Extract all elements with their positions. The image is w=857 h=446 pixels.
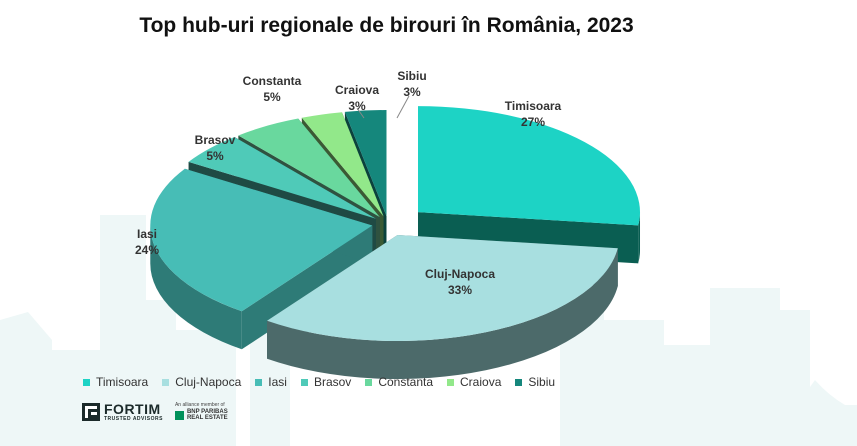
legend-swatch (365, 378, 373, 386)
pie-slice-craiova (301, 112, 384, 217)
legend-item-craiova: Craiova (447, 375, 501, 389)
leader-line-sibiu (396, 95, 410, 119)
legend-swatch (83, 378, 90, 386)
chart-legend: Timisoara Cluj-Napoca Iasi Brasov Constanta C… (83, 375, 569, 389)
footer-logos: FORTIM TRUSTED ADVISORS An alliance memb… (82, 402, 228, 422)
legend-swatch (447, 378, 455, 386)
legend-swatch (300, 378, 308, 386)
legend-item-sibiu: Sibiu (515, 375, 555, 389)
legend-label: Cluj-Napoca (175, 375, 242, 389)
brand-tagline: TRUSTED ADVISORS (104, 416, 163, 422)
legend-item-timisoara: Timisoara (83, 375, 148, 389)
fortim-logo-icon (82, 403, 100, 421)
brand-name: FORTIM (104, 401, 161, 417)
slice-label-cluj-napoca: Cluj-Napoca 33% (425, 267, 495, 297)
leader-line-craiova (356, 107, 365, 119)
alliance-text: An alliance member of (174, 401, 225, 408)
legend-label: Iasi (268, 375, 287, 389)
legend-label: Brasov (313, 375, 352, 389)
slice-label-brasov: Brasov 5% (195, 133, 236, 163)
slice-label-constanta: Constanta 5% (243, 74, 302, 104)
pie-slice-timisoara (418, 106, 641, 226)
pie-slice-constanta (238, 118, 380, 218)
bnp-paribas-logo-icon (174, 410, 184, 420)
slice-label-timisoara: Timisoara 27% (505, 99, 562, 129)
pie-slice-sibiu (344, 110, 387, 217)
partner-name-line1: BNP PARIBAS (186, 408, 228, 415)
legend-swatch (515, 378, 523, 386)
slice-label-iasi: Iasi 24% (135, 227, 159, 257)
slice-labels: Timisoara 27% Cluj-Napoca 33% Iasi 24% Brasov 5… (135, 69, 562, 297)
legend-label: Sibiu (528, 375, 556, 389)
slice-label-craiova: Craiova 3% (335, 83, 379, 113)
pie-slices (150, 106, 641, 342)
legend-item-constanta: Constanta (365, 375, 433, 389)
slice-label-sibiu: Sibiu 3% (397, 69, 426, 99)
legend-item-brasov: Brasov (300, 375, 352, 389)
legend-swatch (255, 378, 263, 386)
chart-title: Top hub-uri regionale de birouri în Româ… (139, 14, 634, 37)
legend-label: Craiova (460, 375, 502, 389)
pie-slice-iasi (150, 168, 373, 312)
legend-item-iasi: Iasi (255, 375, 287, 389)
partner-name-line2: REAL ESTATE (186, 415, 228, 421)
legend-item-cluj-napoca: Cluj-Napoca (162, 375, 241, 389)
legend-label: Constanta (378, 375, 434, 389)
legend-swatch (162, 378, 170, 386)
pie-slice-brasov (188, 137, 376, 219)
pie-slice-cluj-napoca (267, 235, 618, 342)
legend-label: Timisoara (96, 375, 149, 389)
